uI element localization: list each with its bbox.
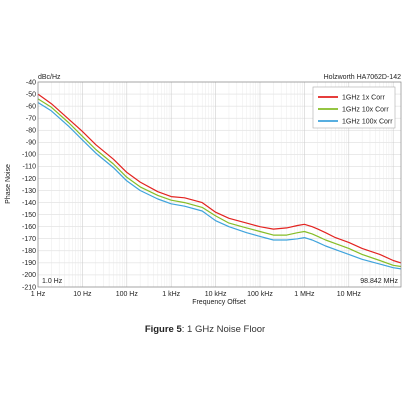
x-tick-label: 1 kHz xyxy=(162,291,180,298)
y-tick-label: -110 xyxy=(23,164,37,171)
y-tick-label: -200 xyxy=(22,272,36,279)
y-tick-label: -100 xyxy=(22,152,36,159)
x-tick-labels: 1 Hz 10 Hz 100 Hz 1 kHz 10 kHz 100 kHz 1 MHz 10… xyxy=(31,291,362,298)
x-tick-label: 10 kHz xyxy=(205,291,227,298)
legend-label: 1GHz 100x Corr xyxy=(342,118,393,125)
unit-label: dBc/Hz xyxy=(38,74,61,81)
figure-caption: Figure 5: 1 GHz Noise Floor xyxy=(0,324,410,335)
x-axis-label: Frequency Offset xyxy=(192,299,246,306)
y-tick-label: -120 xyxy=(22,176,36,183)
figure-caption-prefix: Figure 5 xyxy=(144,324,182,335)
y-tick-label: -60 xyxy=(26,103,36,110)
y-tick-label: -210 xyxy=(22,284,36,291)
x-tick-label: 100 Hz xyxy=(116,291,139,298)
y-tick-label: -160 xyxy=(22,224,36,231)
phase-noise-chart: dBc/Hz Holzworth HA7062D-142 -40 -50 -60 -7… xyxy=(5,74,402,306)
legend-label: 1GHz 1x Corr xyxy=(342,94,385,101)
y-tick-label: -40 xyxy=(26,79,36,86)
y-tick-label: -140 xyxy=(22,200,36,207)
marker-right-readout: 98.842 MHz xyxy=(360,278,398,285)
series-line xyxy=(37,101,402,270)
y-tick-label: -180 xyxy=(22,248,36,255)
y-tick-label: -190 xyxy=(22,260,36,267)
series-line xyxy=(37,98,402,268)
marker-left-readout: 1.0 Hz xyxy=(42,278,63,285)
x-tick-label: 10 Hz xyxy=(73,291,92,298)
y-tick-label: -150 xyxy=(22,212,36,219)
plot-frame xyxy=(37,81,402,288)
y-tick-label: -70 xyxy=(26,115,36,122)
figure-caption-text: : 1 GHz Noise Floor xyxy=(181,324,266,335)
series-lines xyxy=(37,93,402,270)
x-tick-label: 100 kHz xyxy=(247,291,273,298)
y-tick-label: -80 xyxy=(26,128,36,135)
legend-label: 1GHz 10x Corr xyxy=(342,106,389,113)
x-tick-label: 10 MHz xyxy=(337,291,362,298)
y-tick-label: -90 xyxy=(26,140,36,147)
x-tick-label: 1 Hz xyxy=(31,291,46,298)
grid xyxy=(37,81,401,288)
y-tick-label: -50 xyxy=(26,91,36,98)
legend: 1GHz 1x Corr 1GHz 10x Corr 1GHz 100x Corr xyxy=(312,86,396,129)
series-line xyxy=(37,93,402,264)
x-tick-label: 1 MHz xyxy=(294,291,315,298)
y-tick-labels: -40 -50 -60 -70 -80 -90 -100 -110 -120 -130 -140 -1… xyxy=(22,79,36,291)
y-axis-label: Phase Noise xyxy=(5,164,12,204)
chart-title: Holzworth HA7062D-142 xyxy=(324,74,402,81)
y-tick-label: -170 xyxy=(22,236,36,243)
y-tick-label: -130 xyxy=(22,188,36,195)
